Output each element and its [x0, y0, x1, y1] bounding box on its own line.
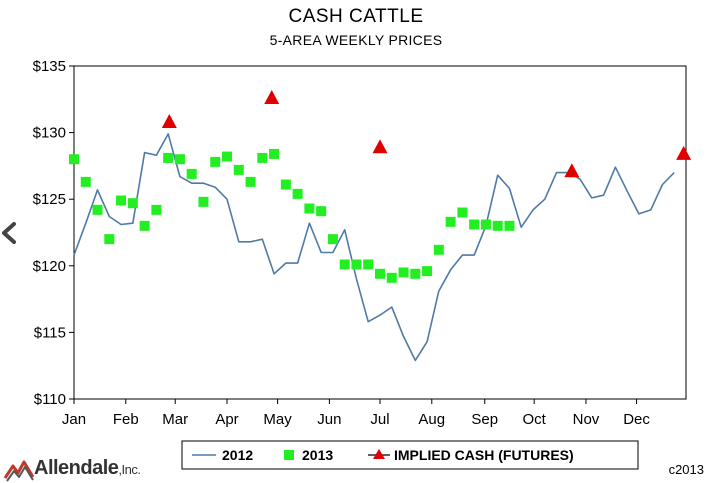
x-tick-label: Jul [370, 411, 389, 428]
plot-frame [73, 65, 687, 400]
legend-label-2013: 2013 [302, 447, 333, 463]
series-2013-point [257, 152, 268, 163]
series-2013-point [269, 148, 280, 159]
series-2013-point [139, 220, 150, 231]
logo-text: Allendale,Inc. [34, 457, 141, 479]
legend-swatch-futures [373, 449, 385, 459]
allendale-logo: Allendale,Inc. [4, 456, 164, 482]
series-2013-point [92, 204, 103, 215]
legend-label-2012: 2012 [222, 447, 253, 463]
series-2013-point [351, 259, 362, 270]
series-2013-point [245, 176, 256, 187]
series-futures-point [676, 145, 692, 160]
series-2013-point [186, 168, 197, 179]
x-tick-label: Feb [113, 411, 139, 428]
series-2013-point [69, 154, 79, 165]
series-futures-point [264, 89, 280, 104]
series-2013-point [210, 156, 221, 167]
x-tick-label: Apr [215, 411, 238, 428]
series-2013-point [222, 151, 232, 162]
series-2013-point [386, 272, 397, 283]
legend-swatch-2013 [284, 450, 294, 460]
x-tick-label: Aug [418, 411, 445, 428]
series-futures-point [372, 139, 388, 154]
x-tick-label: Dec [623, 411, 650, 428]
series-2013-point [469, 219, 480, 230]
series-2013-point [174, 154, 185, 165]
copyright-label: c2013 [668, 462, 704, 477]
legend-label-futures: IMPLIED CASH (FUTURES) [394, 447, 574, 463]
x-tick-label: Oct [523, 411, 547, 428]
y-tick-label: $125 [33, 191, 66, 208]
y-tick-label: $115 [34, 324, 66, 341]
series-2013-point [410, 268, 421, 279]
series-2013-point [457, 207, 468, 218]
series-2013-point [104, 234, 115, 245]
series-2013-point [327, 234, 338, 245]
series-2013-point [422, 266, 433, 277]
series-2012-line [73, 133, 675, 362]
series-2013-point [127, 198, 138, 209]
y-tick-label: $110 [34, 391, 66, 408]
series-futures-point [564, 163, 580, 178]
series-2013-point [198, 196, 209, 207]
series-2013-point [292, 188, 303, 199]
x-tick-label: May [263, 411, 292, 428]
series-2013-point [316, 206, 327, 217]
series-2013-point [480, 219, 491, 230]
x-tick-label: Nov [573, 411, 600, 428]
series-2013-point [163, 152, 174, 163]
chevron-left-icon[interactable] [0, 218, 18, 248]
y-tick-label: $130 [33, 125, 66, 142]
series-2013-point [363, 259, 374, 270]
series-2013-point [80, 176, 91, 187]
x-tick-label: Sep [471, 411, 498, 428]
series-2013-point [492, 220, 503, 231]
series-2013-point [280, 179, 291, 190]
series-2013-point [433, 244, 444, 255]
series-2013-point [233, 164, 244, 175]
series-2013-point [445, 216, 456, 227]
chart-title: CASH CATTLE [288, 6, 424, 27]
logo-mark-icon [4, 460, 34, 482]
series-2013-point [339, 259, 350, 270]
series-2013-point [151, 204, 162, 215]
chart-subtitle: 5-AREA WEEKLY PRICES [269, 32, 443, 48]
series-2013-point [116, 195, 127, 206]
y-tick-label: $120 [33, 258, 66, 275]
x-tick-label: Mar [162, 411, 188, 428]
series-2013-point [398, 267, 409, 278]
series-2013-point [304, 203, 315, 214]
series-2013-point [375, 268, 385, 279]
y-tick-label: $135 [33, 58, 66, 75]
x-tick-label: Jun [317, 411, 341, 428]
series-futures-point [161, 113, 177, 128]
x-tick-label: Jan [62, 411, 86, 428]
series-2013-point [504, 220, 515, 231]
legend-box [181, 440, 639, 470]
